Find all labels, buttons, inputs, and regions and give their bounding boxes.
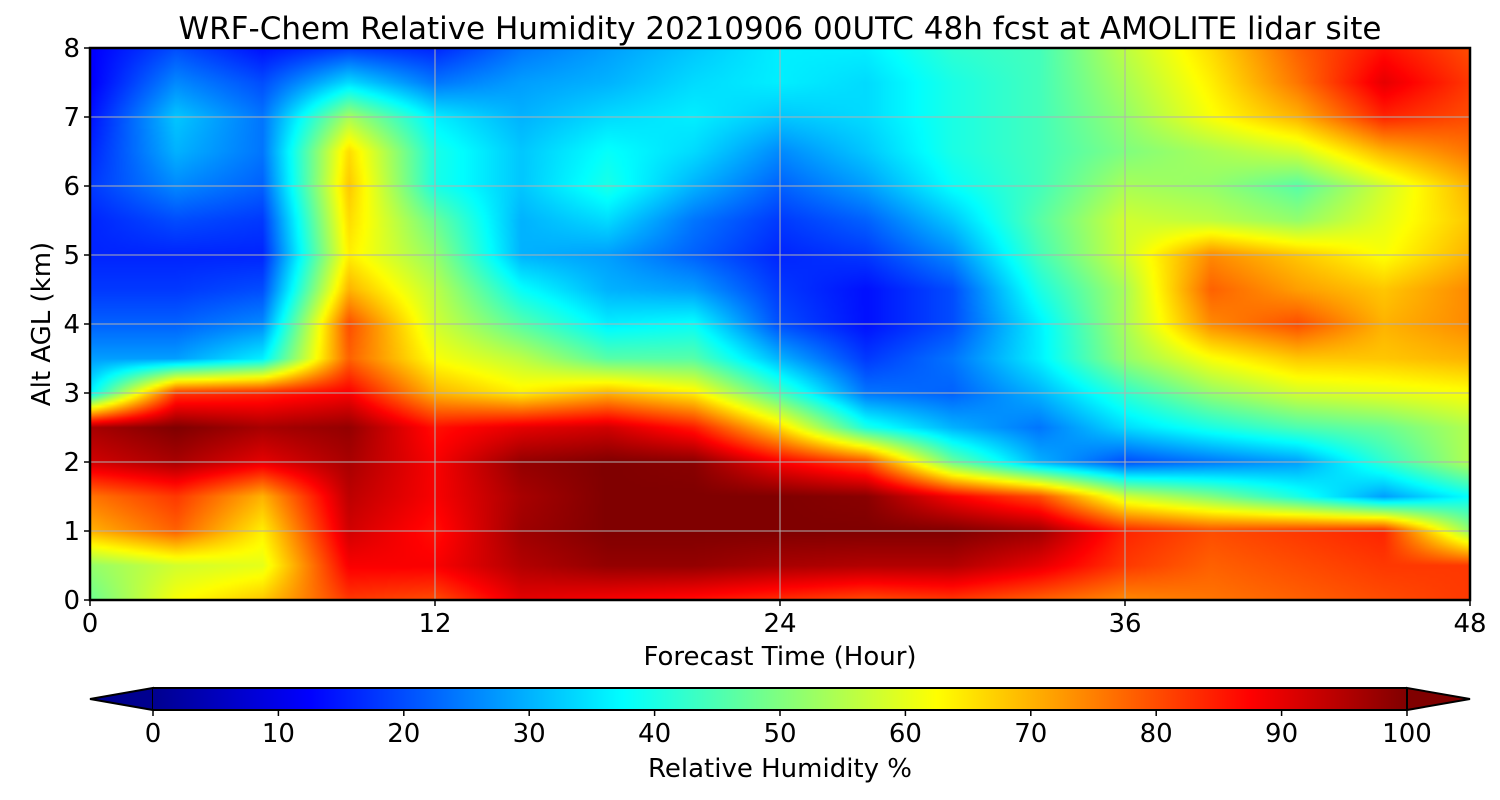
- x-tick-label: 12: [418, 609, 451, 639]
- y-tick-label: 0: [63, 586, 80, 616]
- x-tick-label: 0: [82, 609, 99, 639]
- x-tick-label: 36: [1108, 609, 1141, 639]
- colorbar-extend-max: [1406, 686, 1471, 712]
- y-tick-label: 6: [63, 172, 80, 202]
- colorbar: 0 10 20 30 40 50 60 70 80 90 100 Relative Humidity…: [89, 686, 1471, 784]
- y-axis-ticks: 0 1 2 3 4 5 6 7 8: [63, 34, 90, 616]
- y-tick-label: 8: [63, 34, 80, 64]
- y-tick-label: 4: [63, 310, 80, 340]
- colorbar-tick-label: 10: [262, 719, 295, 749]
- y-tick-label: 1: [63, 517, 80, 547]
- colorbar-tick-label: 0: [145, 719, 162, 749]
- colorbar-tick-label: 60: [889, 719, 922, 749]
- colorbar-tick-label: 70: [1014, 719, 1047, 749]
- colorbar-extend-min: [89, 686, 154, 712]
- x-axis-ticks: 0 12 24 36 48: [82, 600, 1487, 639]
- x-tick-label: 48: [1453, 609, 1486, 639]
- colorbar-label: Relative Humidity %: [648, 754, 912, 784]
- colorbar-tick-label: 90: [1265, 719, 1298, 749]
- y-axis-label: Alt AGL (km): [27, 242, 57, 406]
- y-tick-label: 7: [63, 103, 80, 133]
- colorbar-tick-label: 20: [387, 719, 420, 749]
- x-axis-label: Forecast Time (Hour): [643, 642, 916, 672]
- colorbar-tick-label: 40: [638, 719, 671, 749]
- y-tick-label: 2: [63, 448, 80, 478]
- chart-title: WRF-Chem Relative Humidity 20210906 00UT…: [178, 11, 1381, 47]
- y-tick-label: 5: [63, 241, 80, 271]
- colorbar-tick-label: 80: [1140, 719, 1173, 749]
- colorbar-gradient: [153, 688, 1407, 710]
- colorbar-tick-label: 100: [1382, 719, 1432, 749]
- colorbar-tick-label: 30: [513, 719, 546, 749]
- x-tick-label: 24: [763, 609, 796, 639]
- colorbar-tick-label: 50: [763, 719, 796, 749]
- y-tick-label: 3: [63, 379, 80, 409]
- colorbar-ticks: 0 10 20 30 40 50 60 70 80 90 100: [145, 710, 1432, 749]
